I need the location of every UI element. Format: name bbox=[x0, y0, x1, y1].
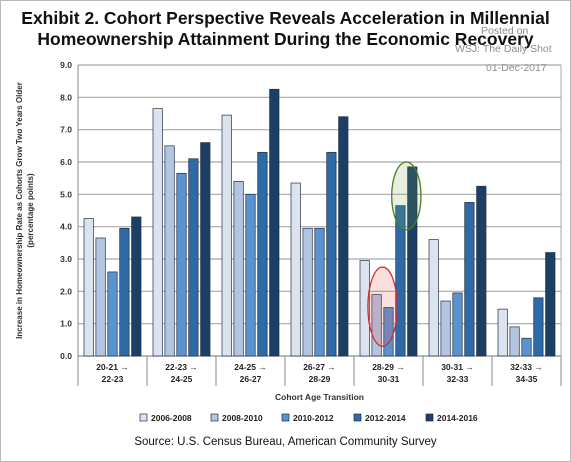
y-tick-label: 9.0 bbox=[60, 60, 72, 70]
bar bbox=[521, 337, 532, 357]
watermark-posted-on: Posted on bbox=[481, 25, 529, 37]
chart-title-line-2: Homeownership Attainment During the Econ… bbox=[37, 29, 534, 49]
bar bbox=[545, 252, 556, 357]
x-tick-label: 28-29 → bbox=[372, 362, 405, 372]
watermark-source: WSJ: The Daily Shot bbox=[455, 43, 552, 55]
x-tick-label: 34-35 bbox=[516, 374, 538, 384]
x-tick-label: 32-33 bbox=[447, 374, 469, 384]
bar bbox=[176, 172, 187, 357]
legend-swatch bbox=[210, 413, 219, 422]
x-tick-label: 32-33 → bbox=[510, 362, 543, 372]
bar bbox=[533, 297, 544, 357]
y-axis-title-units: (percentage points) bbox=[26, 173, 35, 248]
x-tick-label: 26-27 → bbox=[303, 362, 336, 372]
y-tick-label: 6.0 bbox=[60, 157, 72, 167]
legend-label: 2008-2010 bbox=[222, 413, 263, 423]
bar bbox=[290, 182, 301, 357]
legend-label: 2010-2012 bbox=[293, 413, 334, 423]
bar bbox=[245, 193, 256, 357]
bar bbox=[107, 271, 118, 357]
x-tick-label: 26-27 bbox=[240, 374, 262, 384]
x-tick-label: 30-31 → bbox=[441, 362, 474, 372]
chart-title-line-1: Exhibit 2. Cohort Perspective Reveals Ac… bbox=[21, 8, 550, 28]
bar bbox=[371, 294, 382, 357]
legend-label: 2006-2008 bbox=[151, 413, 192, 423]
bar bbox=[257, 151, 268, 357]
bar bbox=[476, 185, 487, 357]
bar bbox=[164, 145, 175, 357]
bar bbox=[233, 181, 244, 357]
bar bbox=[464, 202, 475, 357]
x-tick-label: 24-25 → bbox=[234, 362, 267, 372]
legend-label: 2012-2014 bbox=[365, 413, 406, 423]
bar bbox=[131, 216, 142, 357]
y-tick-label: 3.0 bbox=[60, 254, 72, 264]
bar bbox=[452, 292, 463, 357]
bar bbox=[119, 227, 130, 357]
x-tick-label: 20-21 → bbox=[96, 362, 129, 372]
bar bbox=[200, 142, 211, 357]
bar bbox=[407, 166, 418, 357]
y-tick-label: 0.0 bbox=[60, 351, 72, 361]
bar bbox=[395, 205, 406, 357]
y-tick-label: 8.0 bbox=[60, 92, 72, 102]
y-tick-label: 4.0 bbox=[60, 222, 72, 232]
bar bbox=[95, 237, 106, 357]
x-tick-label: 24-25 bbox=[171, 374, 193, 384]
y-tick-label: 5.0 bbox=[60, 189, 72, 199]
x-tick-label: 22-23 bbox=[102, 374, 124, 384]
legend-swatch bbox=[353, 413, 362, 422]
bar bbox=[383, 307, 394, 357]
y-tick-label: 7.0 bbox=[60, 125, 72, 135]
x-axis-title: Cohort Age Transition bbox=[275, 392, 364, 402]
bar bbox=[221, 114, 232, 357]
legend-label: 2014-2016 bbox=[437, 413, 478, 423]
green-highlight-ellipse bbox=[391, 161, 422, 231]
bar bbox=[269, 88, 280, 357]
x-tick-label: 22-23 → bbox=[165, 362, 198, 372]
bar bbox=[509, 326, 520, 357]
bar bbox=[152, 108, 163, 357]
bar bbox=[83, 218, 94, 357]
bar bbox=[440, 300, 451, 357]
legend-swatch bbox=[139, 413, 148, 422]
bar bbox=[326, 151, 337, 357]
y-tick-label: 2.0 bbox=[60, 286, 72, 296]
x-tick-label: 30-31 bbox=[378, 374, 400, 384]
bar bbox=[428, 239, 439, 357]
red-highlight-ellipse bbox=[367, 266, 398, 347]
y-axis-title: Increase in Homeownership Rate as Cohort… bbox=[15, 82, 24, 339]
y-tick-label: 1.0 bbox=[60, 319, 72, 329]
legend-swatch bbox=[425, 413, 434, 422]
bar bbox=[314, 227, 325, 357]
bar bbox=[302, 227, 313, 357]
source-note: Source: U.S. Census Bureau, American Com… bbox=[134, 436, 437, 448]
bar bbox=[359, 260, 370, 357]
x-tick-label: 28-29 bbox=[309, 374, 331, 384]
bar bbox=[338, 116, 349, 357]
bar bbox=[188, 158, 199, 357]
legend-swatch bbox=[281, 413, 290, 422]
bar bbox=[497, 308, 508, 357]
